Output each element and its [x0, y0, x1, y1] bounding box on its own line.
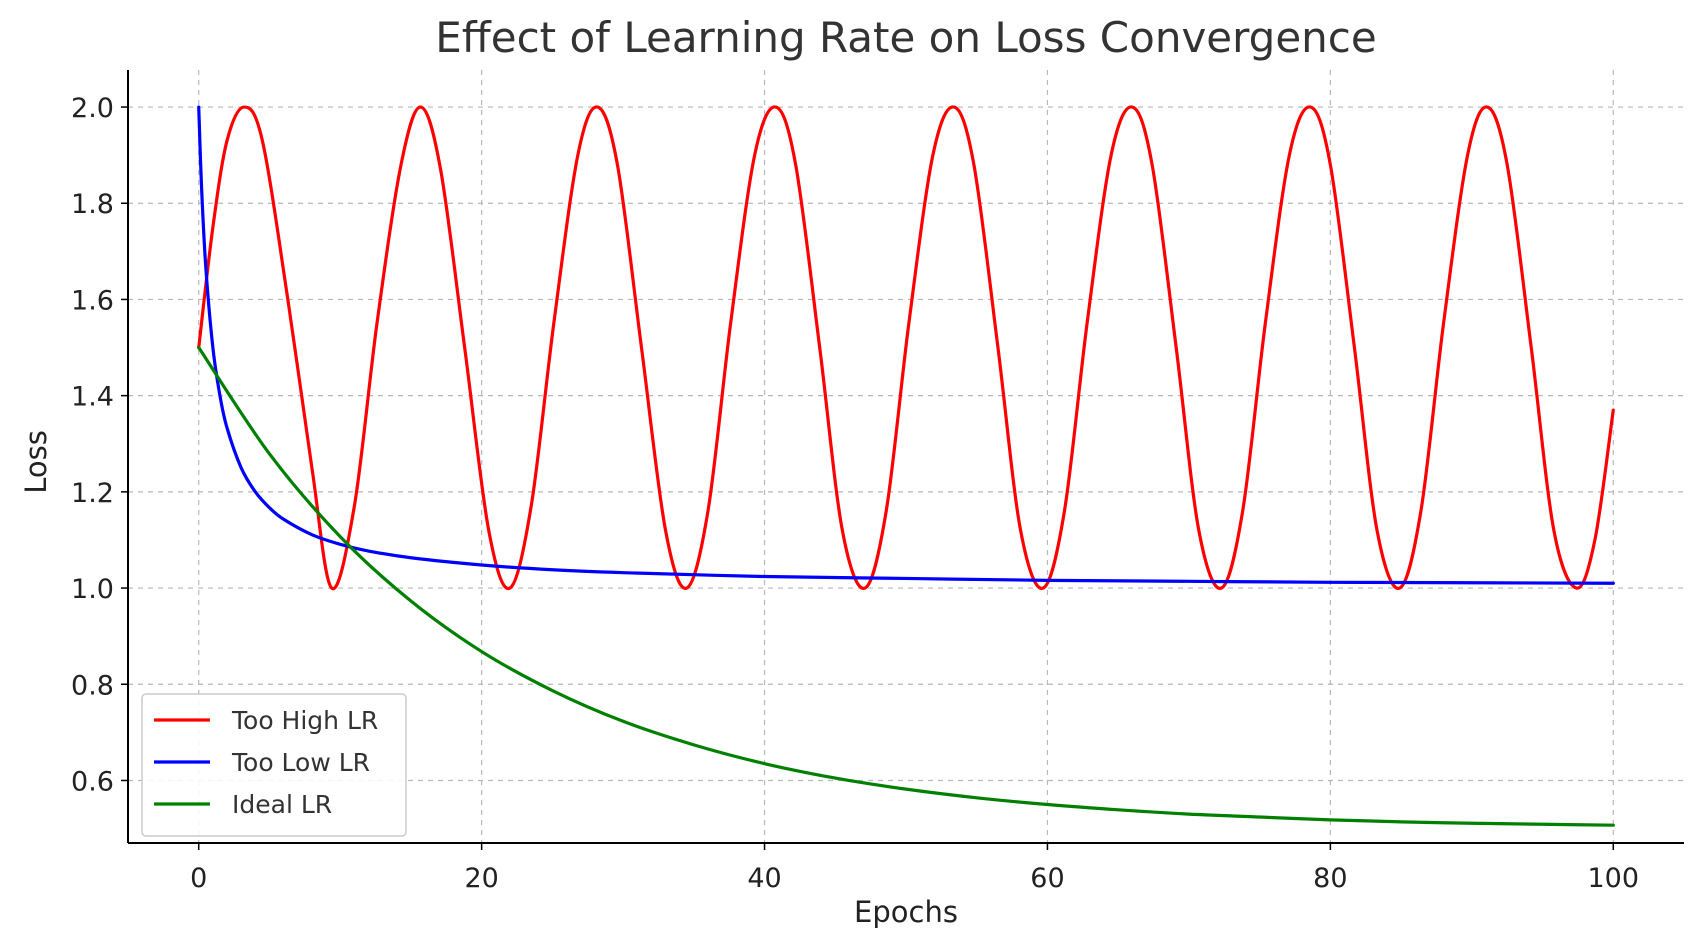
- x-tick-label: 0: [190, 863, 207, 894]
- legend-label-too-low-lr: Too Low LR: [231, 748, 370, 777]
- y-tick-label: 1.2: [71, 478, 114, 509]
- y-tick-label: 1.4: [71, 382, 114, 413]
- y-tick-label: 1.6: [71, 285, 114, 316]
- y-axis-title: Loss: [19, 430, 53, 494]
- x-tick-label: 100: [1587, 863, 1639, 894]
- axes: [127, 70, 1684, 844]
- legend-label-too-high-lr: Too High LR: [231, 706, 378, 735]
- series-line-ideal-lr: [197, 345, 1615, 827]
- series-layer: [197, 105, 1615, 827]
- legend-box: [141, 693, 407, 837]
- series-line-too-high-lr: [197, 105, 1615, 591]
- x-tick-label: 40: [747, 863, 781, 894]
- y-tick-label: 0.6: [71, 766, 114, 797]
- tick-labels: 0 20 40 60 80 100 0.6 0.8 1.0 1.2 1.4 1.6 1.8 2.0: [71, 93, 1639, 894]
- x-tick-label: 20: [464, 863, 498, 894]
- y-tick-label: 1.8: [71, 189, 114, 220]
- y-tick-label: 0.8: [71, 670, 114, 701]
- legend: Too High LR Too Low LR Ideal LR: [141, 693, 407, 837]
- chart-title: Effect of Learning Rate on Loss Converge…: [435, 13, 1376, 62]
- x-tick-label: 60: [1030, 863, 1064, 894]
- y-tick-label: 2.0: [71, 93, 114, 124]
- x-axis-title: Epochs: [854, 895, 958, 929]
- legend-label-ideal-lr: Ideal LR: [232, 790, 332, 819]
- series-line-too-low-lr: [197, 105, 1615, 585]
- y-tick-label: 1.0: [71, 574, 114, 605]
- x-tick-label: 80: [1313, 863, 1347, 894]
